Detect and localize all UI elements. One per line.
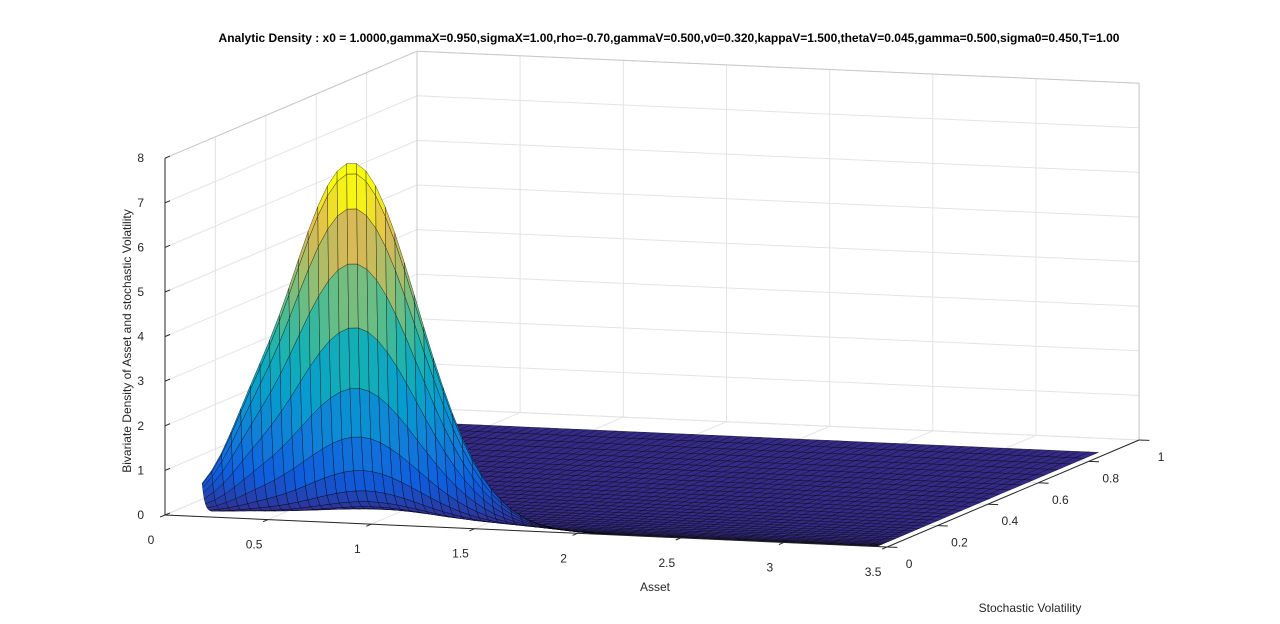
y-tick-label: 0.4: [1002, 514, 1019, 528]
z-tick-label: 3: [137, 374, 144, 388]
z-tick-label: 6: [137, 240, 144, 254]
grid-line: [416, 229, 1140, 263]
x-tick-label: 2: [560, 551, 567, 565]
z-tick-label: 7: [137, 196, 144, 210]
z-tick-label: 5: [137, 285, 144, 299]
x-tick-mark: [159, 514, 166, 518]
surface-patch: [346, 173, 358, 210]
surface-patch: [356, 208, 368, 270]
surface-patch: [357, 263, 369, 333]
box-edge: [164, 50, 418, 159]
surface-patch: [337, 263, 349, 333]
y-tick-label: 0.6: [1052, 493, 1069, 507]
y-tick-label: 0: [906, 557, 913, 571]
grid-line: [416, 139, 1140, 173]
y-tick-label: 0.2: [951, 536, 968, 550]
z-tick-mark: [164, 378, 171, 382]
x-tick-mark: [262, 519, 269, 523]
surface-patch: [346, 163, 357, 175]
z-tick-mark: [164, 200, 171, 204]
surface-patch: [367, 331, 380, 398]
y-tick-label: 1: [1158, 450, 1165, 464]
z-tick-mark: [164, 512, 171, 516]
z-tick-mark: [164, 423, 171, 427]
surface-patch: [366, 268, 378, 341]
grid-line: [416, 318, 1140, 352]
surface-patch: [349, 388, 362, 438]
x-tick-mark: [881, 546, 888, 550]
surface-patch: [337, 208, 349, 271]
surface-patch: [359, 388, 372, 440]
surface-patch: [346, 208, 358, 265]
x-tick-label: 0.5: [246, 538, 263, 552]
x-tick-label: 2.5: [658, 556, 675, 570]
grid-line: [416, 184, 1140, 218]
grid-line: [416, 362, 1140, 396]
surface-patch: [330, 391, 343, 444]
density-surface: [201, 163, 1099, 547]
z-tick-label: 8: [137, 151, 144, 165]
y-axis-line: [886, 439, 1140, 548]
surface-patch: [328, 269, 340, 342]
grid-line: [164, 139, 418, 248]
y-tick-label: 0.8: [1102, 471, 1119, 485]
grid-line: [164, 95, 418, 204]
surface-patch: [347, 263, 359, 329]
grid-line: [416, 407, 1140, 441]
z-tick-mark: [164, 155, 171, 159]
z-tick-mark: [164, 467, 171, 471]
x-tick-mark: [675, 537, 681, 541]
y-axis-label: Stochastic Volatility: [979, 601, 1082, 615]
surface-patch: [338, 327, 351, 393]
surface-patch: [348, 327, 360, 389]
chart-title: Analytic Density : x0 = 1.0000,gammaX=0.…: [219, 31, 1120, 45]
z-axis-label: Bivariate Density of Asset and stochasti…: [120, 209, 134, 472]
x-tick-label: 1.5: [452, 547, 469, 561]
x-tick-mark: [778, 541, 785, 546]
z-tick-label: 1: [137, 463, 144, 477]
x-tick-mark: [572, 532, 578, 536]
surface-patch: [340, 388, 352, 440]
x-tick-mark: [469, 528, 475, 532]
x-tick-label: 0: [148, 533, 155, 547]
z-tick-label: 2: [137, 419, 144, 433]
z-tick-label: 4: [137, 330, 144, 344]
x-tick-label: 1: [354, 542, 361, 556]
x-tick-mark: [366, 523, 372, 527]
z-tick-mark: [164, 244, 171, 248]
z-tick-mark: [164, 289, 171, 293]
x-tick-label: 3: [767, 560, 774, 574]
box-edge: [416, 50, 1140, 84]
surface-patch: [320, 397, 333, 450]
surface-patch: [329, 332, 341, 399]
x-tick-label: 3.5: [865, 565, 882, 579]
grid-line: [416, 95, 1140, 129]
surface-patch: [358, 327, 370, 392]
grid-line: [416, 273, 1140, 307]
z-tick-label: 0: [137, 508, 144, 522]
x-axis-line: [164, 514, 888, 548]
x-axis-label: Asset: [640, 580, 671, 594]
tick-labels: 0 0.5 1 1.5 2 2.5 3 3.5 0 0.2 0.4 0.6 0.8 1 0 1 2 3 4 5 6 7 8: [137, 151, 1164, 579]
z-tick-mark: [164, 334, 171, 338]
